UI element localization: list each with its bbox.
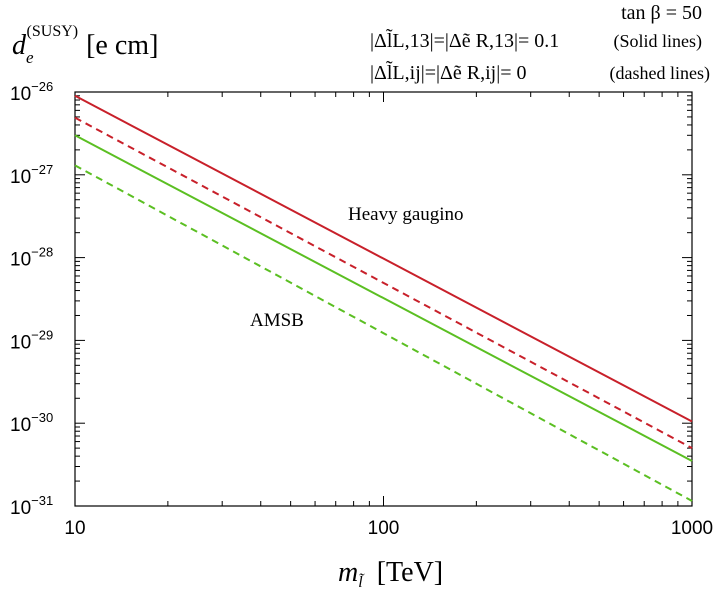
heavy-gaugino-label: Heavy gaugino [348,204,464,225]
axis-ticks [74,92,692,507]
tick-labels: 10 100 1000 10−26 10−27 10−28 10−29 10−30 10−31 [10,79,713,539]
x-tick-label: 10 [64,518,85,539]
series-group [74,94,693,502]
y-tick-label: 10−27 [10,162,53,188]
y-tick-label: 10−28 [10,245,53,271]
series-line-2 [74,116,693,450]
y-tick-label: 10−31 [10,493,53,519]
solid-note-label: (Solid lines) [614,31,703,52]
series-line-3 [74,134,693,462]
dashed-note-label: (dashed lines) [610,63,710,84]
y-tick-label: 10−26 [10,79,53,105]
x-axis-label: ml̃ [TeV] [338,557,443,591]
x-tick-label: 1000 [671,518,713,539]
solid-condition-label: |Δl̃L,13|=|Δẽ R,13|= 0.1 [370,27,559,52]
amsb-label: AMSB [250,310,304,331]
series-line-1 [74,94,693,423]
x-tick-label: 100 [368,518,400,539]
series-line-4 [74,164,693,502]
dashed-condition-label: |Δl̃L,ij|=|Δẽ R,ij|= 0 [370,59,527,84]
tan-beta-label: tan β = 50 [621,2,702,24]
y-tick-label: 10−30 [10,410,53,436]
y-axis-label: de(SUSY) [e cm] [12,23,158,67]
y-tick-label: 10−29 [10,327,53,353]
